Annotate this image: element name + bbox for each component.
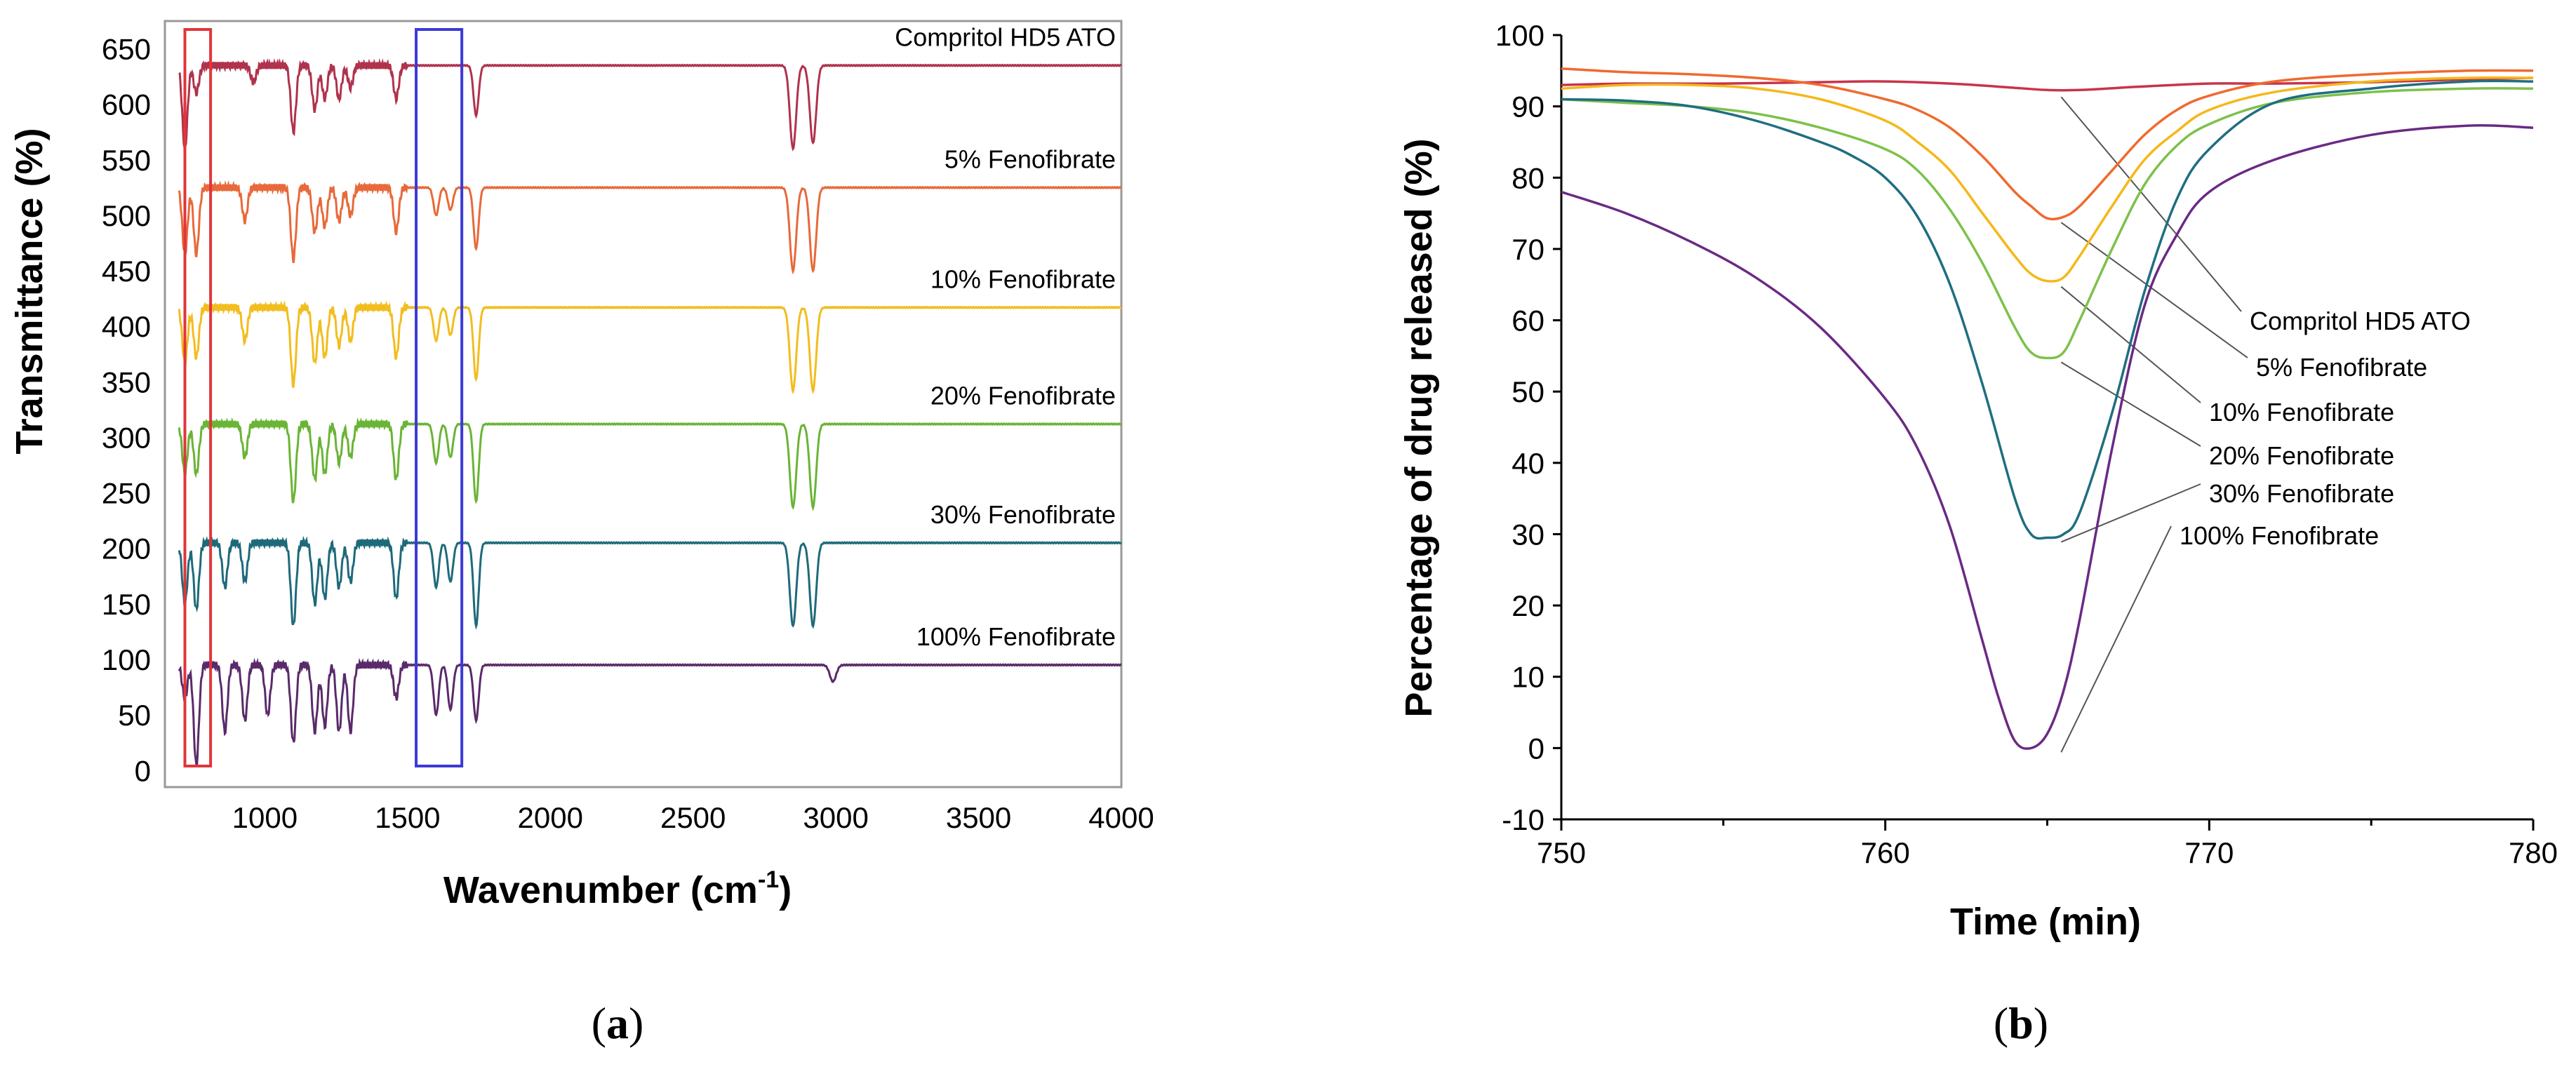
panel-a-highlight-box xyxy=(183,28,213,767)
panel-b-leader-line xyxy=(2060,525,2172,753)
panel-a-y-tick-label: 600 xyxy=(102,88,151,121)
panel-a-x-axis-title: Wavenumber (cm-1) xyxy=(443,866,792,911)
panel-b-leader-line xyxy=(2060,222,2248,358)
panel-a-series-label: 20% Fenofibrate xyxy=(930,381,1116,410)
panel-b-y-tick-label: 10 xyxy=(1511,661,1544,694)
panel-b-series-label: 5% Fenofibrate xyxy=(2256,353,2427,382)
panel-b-x-tick-label: 770 xyxy=(2184,836,2234,869)
panel-b-series-line xyxy=(1561,123,2534,750)
panel-a-y-tick-label: 0 xyxy=(135,754,151,787)
panel-b-y-tick-label: 0 xyxy=(1528,732,1544,765)
panel-a-y-tick-label: 50 xyxy=(118,699,151,732)
panel-a-series-line xyxy=(178,657,1122,766)
panel-a-y-tick-label: 300 xyxy=(102,421,151,454)
panel-a-ftir-chart: 0 50 100 150 200 250 300 350 400 450 500 550 600 650 1… xyxy=(8,20,1154,1048)
panel-a-y-tick-label: 400 xyxy=(102,310,151,343)
panel-b-y-tick-label: 90 xyxy=(1511,90,1544,123)
panel-a-y-tick-label: 150 xyxy=(102,588,151,621)
panel-a-y-tick-label: 100 xyxy=(102,643,151,676)
panel-a-x-tick-label: 2500 xyxy=(660,801,726,834)
panel-b-series-label: 20% Fenofibrate xyxy=(2209,441,2394,470)
panel-b-y-tick-label: 70 xyxy=(1511,233,1544,266)
panel-a-series-line xyxy=(178,535,1122,630)
panel-b-y-tick-label: 50 xyxy=(1511,375,1544,408)
panel-a-x-tick-label: 4000 xyxy=(1088,801,1154,834)
panel-b-y-tick-label: 100 xyxy=(1495,19,1544,52)
panel-a-x-tick-label: 1500 xyxy=(375,801,440,834)
panel-b-y-tick-label: -10 xyxy=(1502,803,1544,836)
panel-b-series-line xyxy=(1561,76,2534,283)
panel-a-series-label: 100% Fenofibrate xyxy=(916,622,1116,651)
panel-a-y-tick-label: 650 xyxy=(102,33,151,66)
panel-a-caption: (a) xyxy=(592,998,644,1048)
panel-b-plot-area: -10 0 10 20 30 40 50 60 70 80 90 100 750 760 770 780 Com… xyxy=(1495,19,2558,869)
panel-a-y-tick-label: 500 xyxy=(102,199,151,232)
panel-b-x-tick-label: 760 xyxy=(1861,836,1910,869)
panel-a-plot-frame xyxy=(163,20,1123,788)
panel-b-y-tick-label: 40 xyxy=(1511,447,1544,480)
panel-b-caption: (b) xyxy=(1994,998,2048,1048)
panel-b-y-tick-label: 30 xyxy=(1511,518,1544,551)
panel-a-series-label: 5% Fenofibrate xyxy=(945,145,1116,173)
panel-b-leader-line xyxy=(2060,361,2201,447)
panel-a-series-label: 10% Fenofibrate xyxy=(930,264,1116,293)
panel-a-y-tick-label: 550 xyxy=(102,144,151,177)
panel-b-leader-line xyxy=(2060,483,2201,543)
panel-b-x-tick-label: 750 xyxy=(1537,836,1586,869)
panel-a-y-tick-label: 450 xyxy=(102,255,151,288)
panel-a-series-line xyxy=(178,180,1122,275)
panel-a-series-label: 30% Fenofibrate xyxy=(930,500,1116,529)
panel-a-x-tick-label: 1000 xyxy=(232,801,298,834)
panel-a-y-axis-title: Transmittance (%) xyxy=(8,128,51,454)
panel-a-y-tick-label: 350 xyxy=(102,365,151,398)
panel-b-series-label: 10% Fenofibrate xyxy=(2209,398,2394,427)
panel-b-series-label: Compritol HD5 ATO xyxy=(2250,307,2471,335)
panel-b-series-line xyxy=(1561,79,2534,540)
panel-a-highlight-box xyxy=(415,28,464,767)
panel-b-x-tick-label: 780 xyxy=(2509,836,2558,869)
panel-b-series-label: 30% Fenofibrate xyxy=(2209,479,2394,508)
panel-b-release-chart: -10 0 10 20 30 40 50 60 70 80 90 100 750 760 770 780 Com… xyxy=(1398,19,2558,1048)
panel-b-leader-line xyxy=(2060,96,2242,312)
panel-a-y-tick-label: 200 xyxy=(102,532,151,565)
panel-a-series-line xyxy=(178,417,1123,511)
panel-a-x-tick-label: 3500 xyxy=(946,801,1011,834)
panel-b-x-axis-title: Time (min) xyxy=(1950,901,2141,943)
panel-a-x-tick-label: 3000 xyxy=(803,801,868,834)
panel-a-x-tick-label: 2000 xyxy=(518,801,583,834)
panel-b-y-axis-title: Percentage of drug released (%) xyxy=(1398,138,1440,717)
panel-b-y-tick-label: 60 xyxy=(1511,304,1544,337)
panel-b-series-label: 100% Fenofibrate xyxy=(2180,521,2379,550)
panel-a-series-line xyxy=(178,58,1123,152)
panel-a-plot-area: 0 50 100 150 200 250 300 350 400 450 500 550 600 650 1… xyxy=(102,20,1154,834)
panel-b-y-tick-label: 20 xyxy=(1511,589,1544,622)
panel-a-y-tick-label: 250 xyxy=(102,477,151,510)
panel-a-series-label: Compritol HD5 ATO xyxy=(895,22,1116,51)
panel-a-series-line xyxy=(178,300,1122,395)
panel-b-series-line xyxy=(1561,67,2534,221)
panel-b-y-tick-label: 80 xyxy=(1511,161,1544,194)
